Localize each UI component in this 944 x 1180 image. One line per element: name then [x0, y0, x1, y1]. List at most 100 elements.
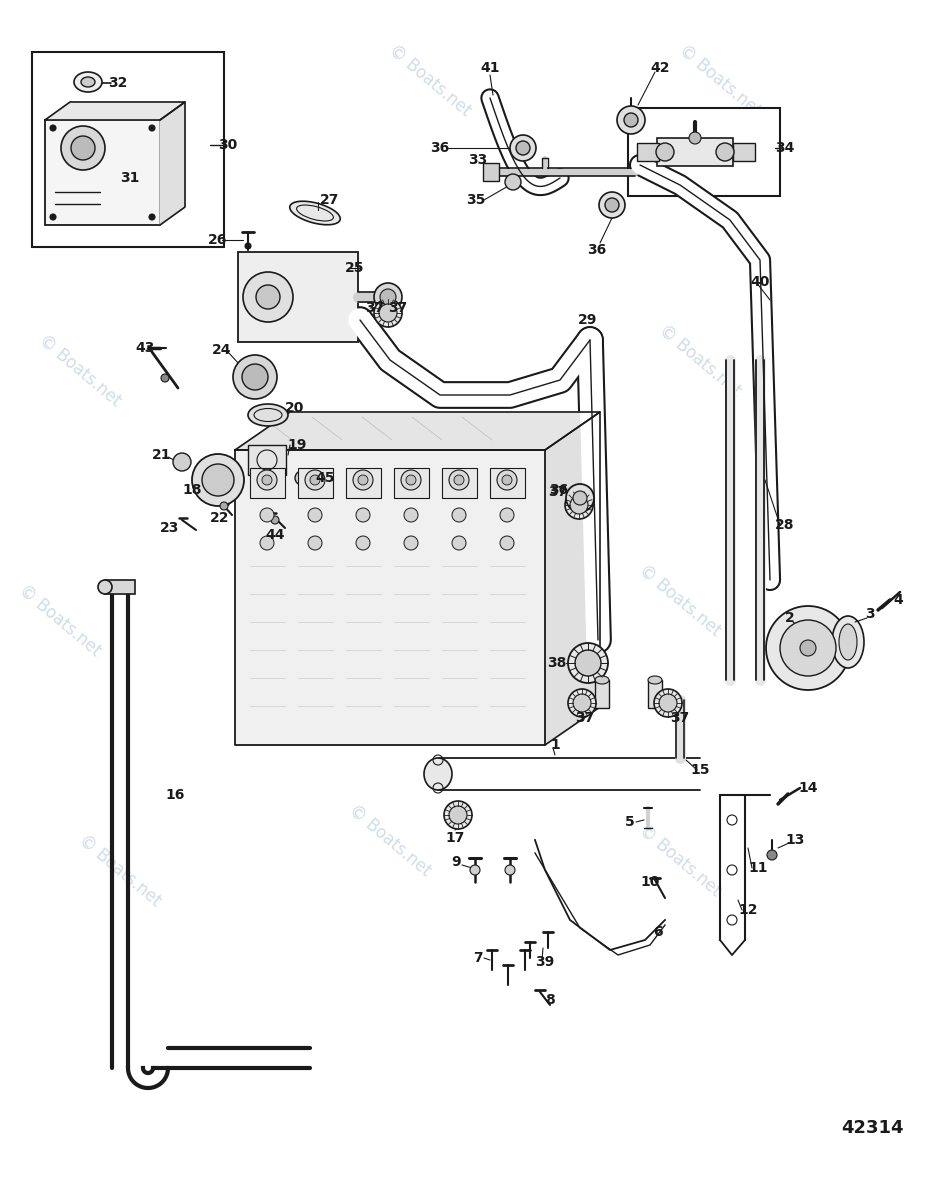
Circle shape [308, 509, 322, 522]
Circle shape [570, 496, 588, 514]
Text: 37: 37 [548, 485, 567, 499]
Circle shape [243, 273, 293, 322]
Text: © Boats.net: © Boats.net [676, 40, 765, 119]
Circle shape [271, 516, 279, 524]
Text: 4: 4 [893, 594, 902, 607]
Ellipse shape [595, 676, 609, 684]
Text: 35: 35 [466, 194, 485, 206]
Text: 26: 26 [209, 232, 228, 247]
Text: 39: 39 [535, 955, 555, 969]
Text: 6: 6 [653, 925, 663, 939]
Circle shape [192, 454, 244, 506]
Circle shape [568, 643, 608, 683]
Polygon shape [160, 101, 185, 225]
Circle shape [766, 607, 850, 690]
Circle shape [305, 470, 325, 490]
Text: © Boats.net: © Boats.net [315, 551, 405, 629]
Bar [32, 52, 224, 247]
Circle shape [505, 865, 515, 876]
Text: 32: 32 [109, 76, 127, 90]
Circle shape [449, 470, 469, 490]
Bar [595, 680, 609, 708]
Circle shape [568, 689, 596, 717]
Text: 44: 44 [265, 527, 285, 542]
Circle shape [260, 536, 274, 550]
Text: © Boats.net: © Boats.net [36, 330, 125, 409]
Circle shape [617, 106, 645, 135]
Text: 40: 40 [750, 275, 769, 289]
Bar [45, 120, 160, 225]
Circle shape [565, 491, 593, 519]
Circle shape [358, 476, 368, 485]
Text: 42314: 42314 [841, 1119, 903, 1138]
Circle shape [356, 536, 370, 550]
Circle shape [780, 620, 836, 676]
Circle shape [624, 113, 638, 127]
Circle shape [149, 125, 155, 131]
Text: 31: 31 [120, 171, 140, 185]
Text: © Boats.net: © Boats.net [635, 560, 724, 640]
Bar [733, 143, 755, 160]
Text: © Boats.net: © Boats.net [76, 831, 164, 910]
Text: 36: 36 [587, 243, 607, 257]
Polygon shape [45, 101, 185, 120]
Text: 37: 37 [365, 301, 384, 315]
Polygon shape [545, 412, 600, 745]
Circle shape [659, 694, 677, 712]
Text: 12: 12 [738, 903, 758, 917]
Circle shape [497, 470, 517, 490]
Text: © Boats.net: © Boats.net [86, 80, 175, 159]
Text: 37: 37 [388, 301, 408, 315]
Circle shape [262, 476, 272, 485]
Text: 14: 14 [799, 781, 818, 795]
Circle shape [444, 801, 472, 830]
Ellipse shape [832, 616, 864, 668]
Text: 13: 13 [785, 833, 804, 847]
Circle shape [50, 125, 56, 131]
Text: 30: 30 [218, 138, 238, 152]
Circle shape [50, 214, 56, 219]
Text: 10: 10 [640, 876, 660, 889]
Bar [346, 468, 381, 498]
Text: 9: 9 [451, 856, 461, 868]
Circle shape [173, 453, 191, 471]
Circle shape [575, 650, 601, 676]
Ellipse shape [248, 404, 288, 426]
Circle shape [161, 374, 169, 382]
Text: 1: 1 [550, 738, 560, 752]
Text: 2: 2 [785, 611, 795, 625]
Circle shape [452, 509, 466, 522]
Text: 29: 29 [579, 313, 598, 327]
Circle shape [500, 536, 514, 550]
Bar [238, 253, 358, 342]
Circle shape [573, 694, 591, 712]
Circle shape [656, 143, 674, 160]
Bar [637, 143, 659, 160]
Text: 19: 19 [287, 438, 307, 452]
Circle shape [374, 283, 402, 312]
Bar [105, 581, 135, 594]
Text: 8: 8 [545, 994, 555, 1007]
Circle shape [353, 470, 373, 490]
Circle shape [220, 502, 228, 510]
Text: 16: 16 [165, 788, 185, 802]
Text: 36: 36 [549, 483, 568, 497]
Circle shape [149, 214, 155, 219]
Text: 27: 27 [320, 194, 340, 206]
Text: 38: 38 [548, 656, 566, 670]
Text: 22: 22 [211, 511, 229, 525]
Circle shape [295, 471, 309, 485]
Text: 23: 23 [160, 522, 179, 535]
Text: 36: 36 [430, 140, 449, 155]
Bar [483, 163, 499, 181]
Text: © Boats.net: © Boats.net [635, 820, 724, 899]
Circle shape [308, 536, 322, 550]
Circle shape [470, 865, 480, 876]
Bar [657, 138, 733, 166]
Bar [250, 468, 285, 498]
Circle shape [516, 140, 530, 155]
Text: 25: 25 [346, 261, 364, 275]
Circle shape [401, 470, 421, 490]
Circle shape [502, 476, 512, 485]
Text: 11: 11 [749, 861, 767, 876]
